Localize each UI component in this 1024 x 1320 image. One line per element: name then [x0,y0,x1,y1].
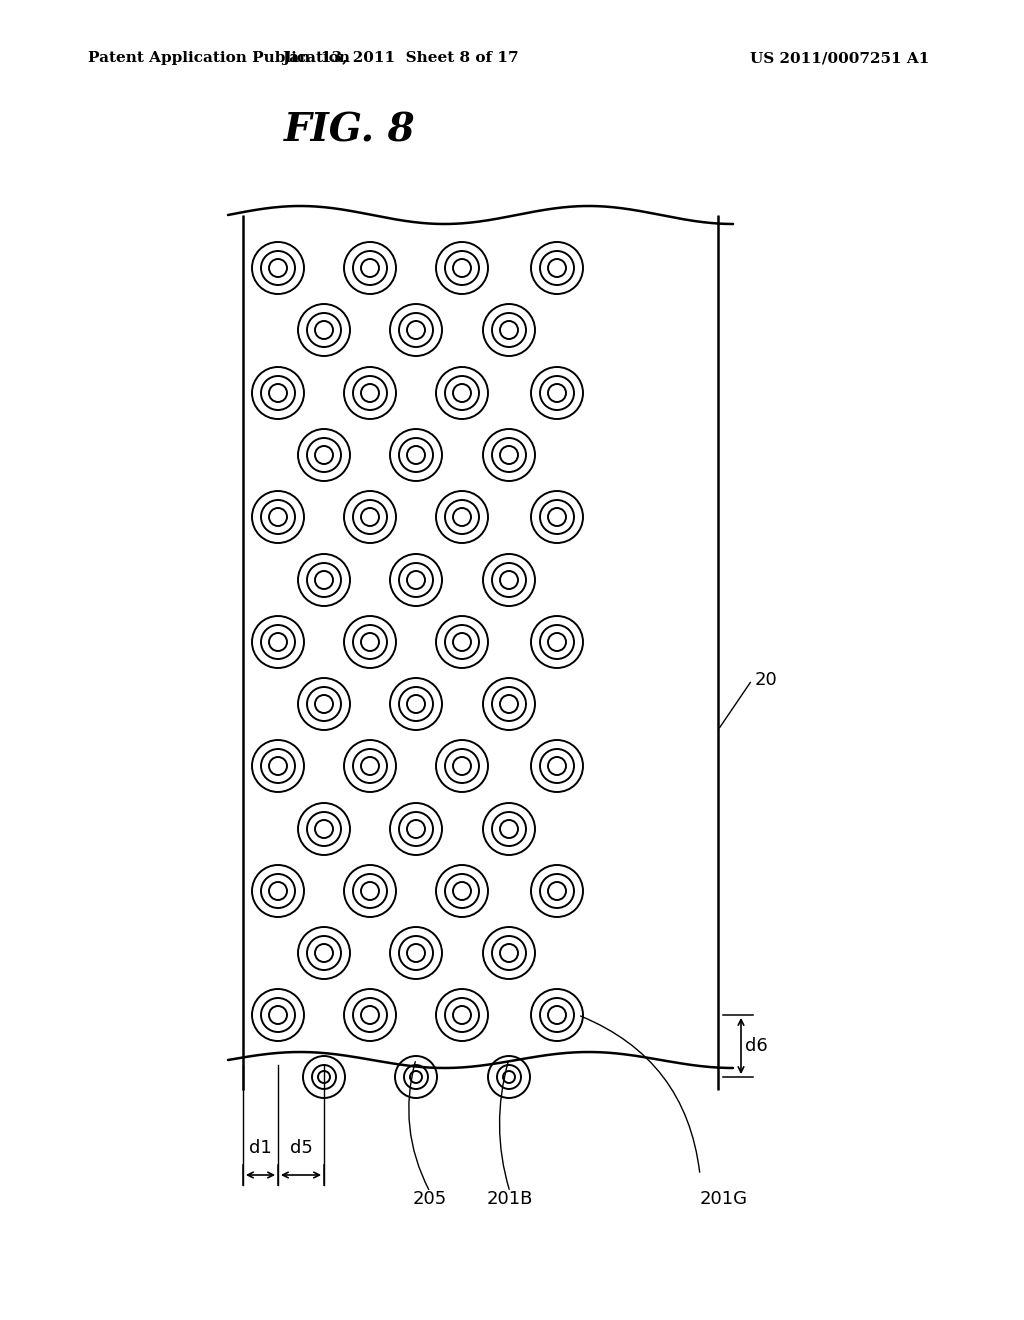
Text: 201G: 201G [700,1191,748,1208]
Text: 205: 205 [413,1191,447,1208]
Text: US 2011/0007251 A1: US 2011/0007251 A1 [750,51,930,65]
Text: FIG. 8: FIG. 8 [285,111,416,149]
Text: d5: d5 [290,1139,312,1158]
Text: 201B: 201B [486,1191,534,1208]
Text: Patent Application Publication: Patent Application Publication [88,51,350,65]
Text: d6: d6 [745,1038,768,1055]
Text: 20: 20 [755,671,778,689]
Text: d1: d1 [249,1139,272,1158]
Text: Jan. 13, 2011  Sheet 8 of 17: Jan. 13, 2011 Sheet 8 of 17 [282,51,518,65]
